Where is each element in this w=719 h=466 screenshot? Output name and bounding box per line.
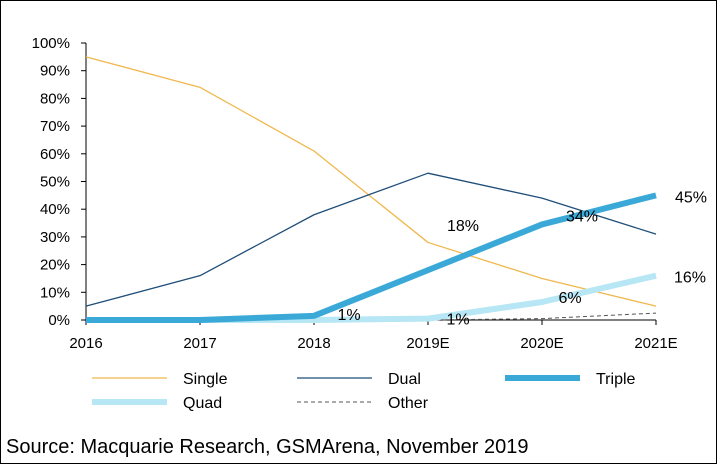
y-tick-label: 100%	[32, 35, 70, 52]
y-tick-label: 80%	[40, 90, 70, 107]
x-tick-label: 2021E	[634, 335, 677, 352]
series-line-single	[85, 56, 657, 307]
data-label-quad: 16%	[674, 270, 706, 287]
y-tick-label: 50%	[40, 174, 70, 191]
series-line-dual	[85, 172, 657, 307]
data-label-triple: 1%	[337, 307, 360, 324]
y-tick-label: 0%	[48, 312, 70, 329]
data-label-triple: 18%	[447, 218, 479, 235]
legend-label-dual: Dual	[388, 371, 421, 388]
y-tick-label: 60%	[40, 146, 70, 163]
data-label-triple: 34%	[566, 208, 598, 225]
x-tick-label: 2017	[183, 335, 216, 352]
legend-label-other: Other	[388, 395, 429, 412]
source-note: Source: Macquarie Research, GSMArena, No…	[6, 436, 529, 458]
chart-series	[85, 56, 657, 323]
x-tick-label: 2018	[297, 335, 330, 352]
y-tick-label: 90%	[40, 63, 70, 80]
data-label-quad: 1%	[446, 312, 469, 329]
series-line-triple	[86, 192, 657, 323]
y-tick-label: 20%	[40, 257, 70, 274]
x-tick-label: 2016	[69, 335, 102, 352]
legend-label-quad: Quad	[183, 395, 222, 412]
chart-data-labels: 1% 18% 34% 45% 1% 6% 16%	[337, 189, 707, 328]
y-tick-label: 70%	[40, 118, 70, 135]
y-tick-label: 10%	[40, 284, 70, 301]
y-tick-label: 40%	[40, 201, 70, 218]
data-label-quad: 6%	[558, 290, 581, 307]
y-tick-label: 30%	[40, 229, 70, 246]
data-label-triple: 45%	[675, 189, 707, 206]
legend-label-single: Single	[183, 371, 228, 388]
legend-label-triple: Triple	[596, 371, 636, 388]
chart-legend: Single Dual Triple Quad Other	[92, 371, 636, 412]
x-tick-label: 2019E	[406, 335, 449, 352]
x-tick-label: 2020E	[520, 335, 563, 352]
chart-axes: 0% 10% 20% 30% 40% 50% 60% 70% 80% 90% 100% 2016 201…	[32, 35, 678, 352]
